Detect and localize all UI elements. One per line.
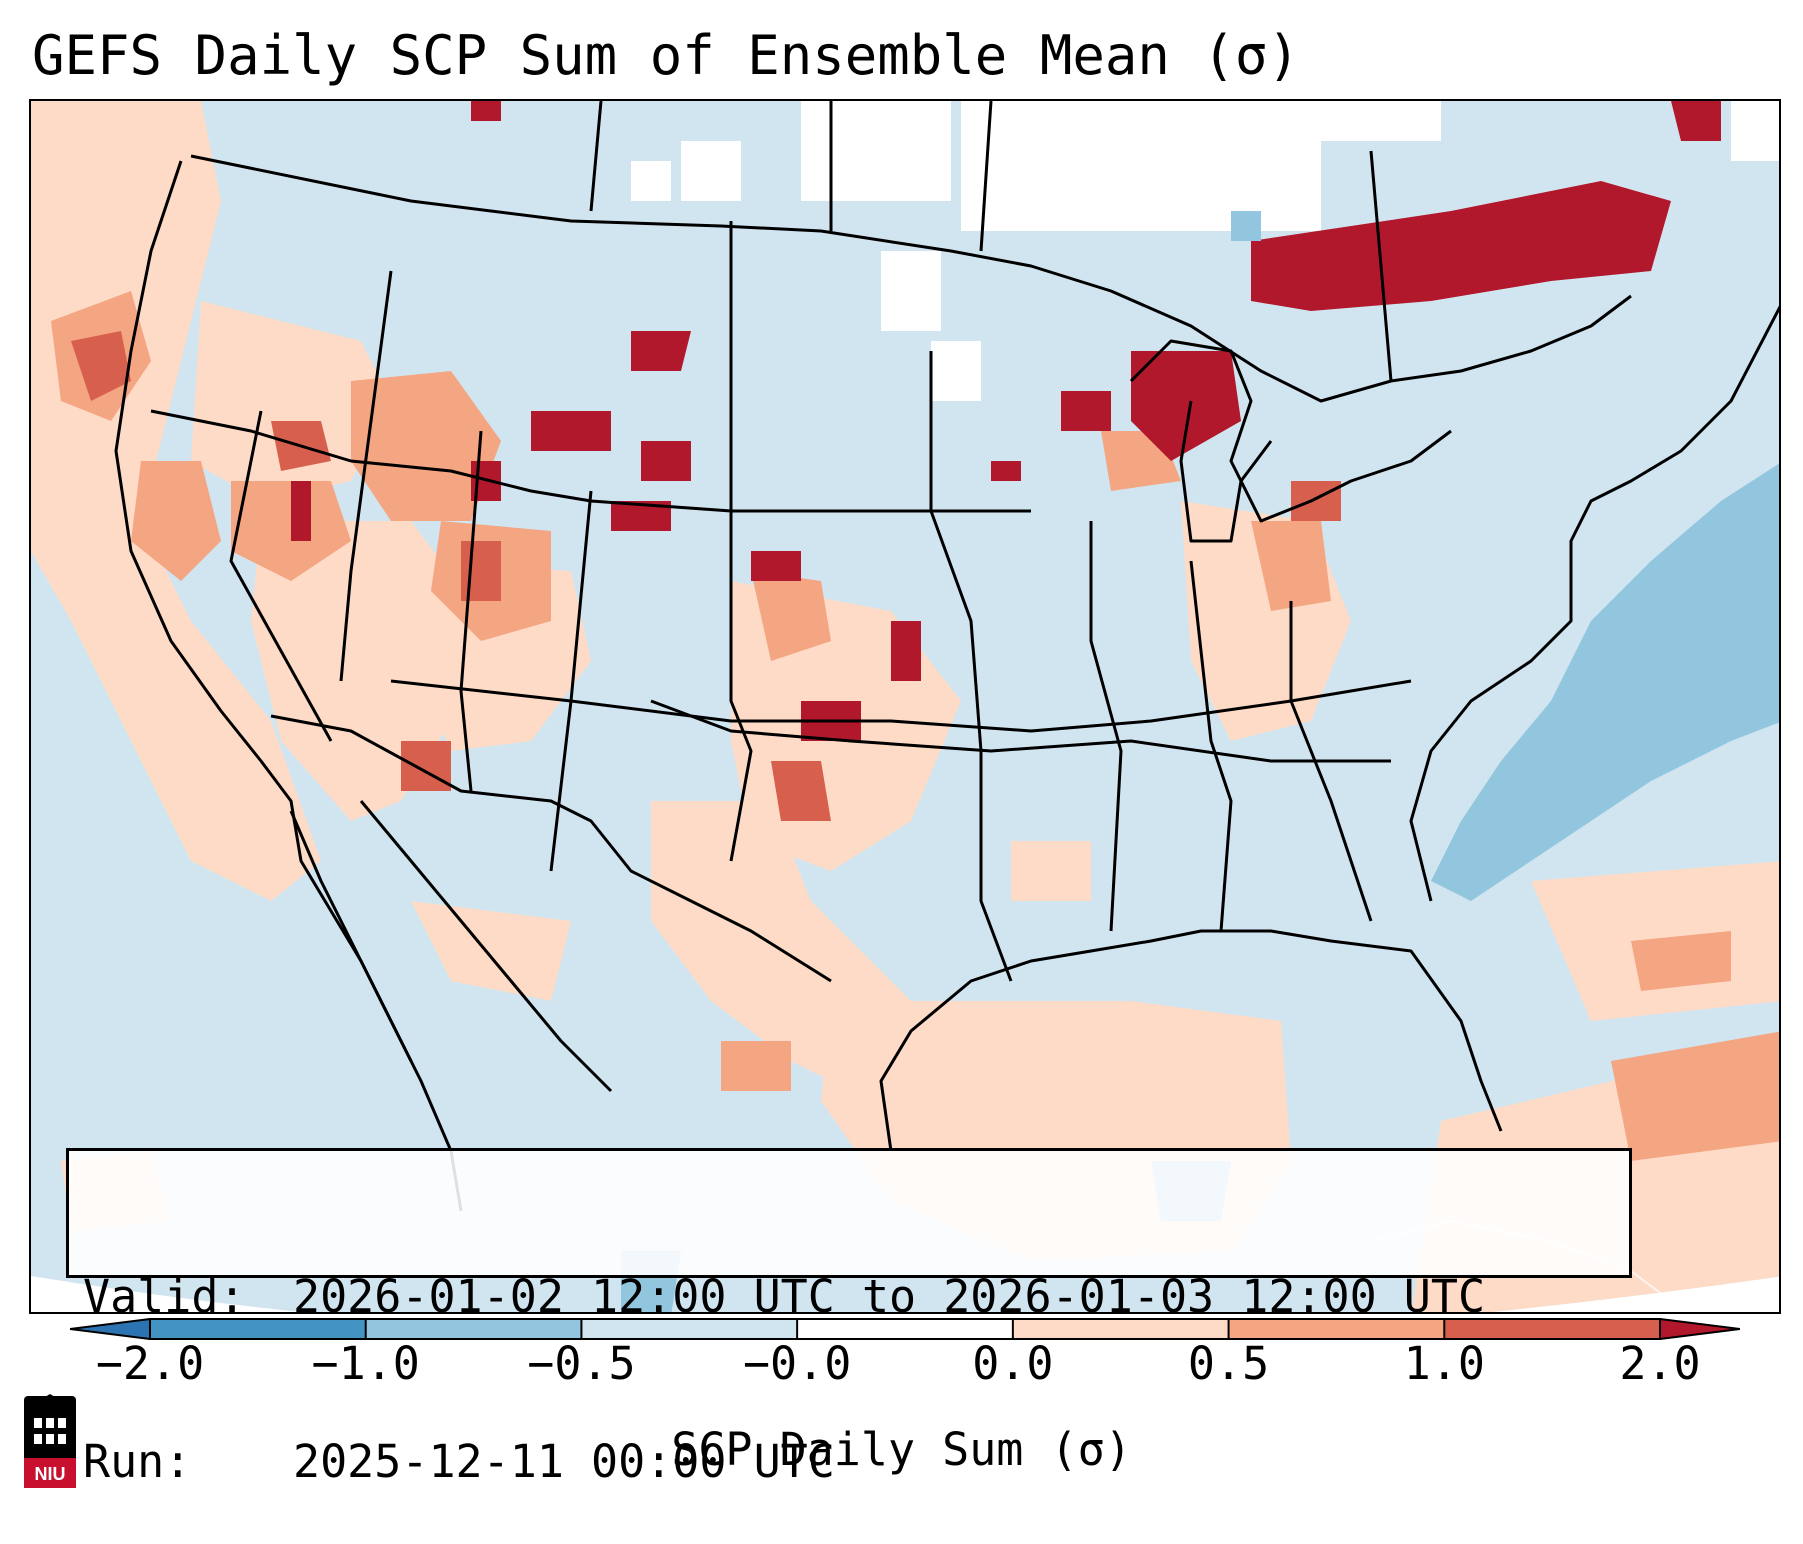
atlantic-coast — [1409, 300, 1779, 902]
colorbar-ticks: −2.0 −1.0 −0.5 −0.0 0.0 0.5 1.0 2.0 — [0, 1334, 1803, 1394]
canada-provinces — [589, 101, 1393, 382]
niu-logo: NIU — [24, 1394, 76, 1488]
coastlines-and-borders — [114, 101, 1779, 1212]
map-canvas — [31, 101, 1779, 1312]
colorbar-tick-label: 2.0 — [1619, 1337, 1701, 1390]
valid-row: Valid: 2026-01-02 12:00 UTC to 2026-01-03… — [83, 1269, 1615, 1324]
colorbar-segment — [150, 1319, 367, 1339]
colorbar-segment — [581, 1319, 798, 1339]
great-lakes — [1129, 339, 1452, 523]
logo-text: NIU — [35, 1464, 66, 1484]
state-lines-mid — [390, 679, 1412, 733]
vertical-lines-4 — [549, 490, 593, 872]
us-canada-border — [190, 154, 1632, 403]
colorbar-tick-label: −0.0 — [742, 1337, 852, 1390]
colorbar-segments — [70, 1318, 1740, 1340]
valid-value: 2026-01-02 12:00 UTC to 2026-01-03 12:00… — [293, 1270, 1486, 1323]
mexico-west — [359, 800, 613, 1093]
gulf-coast — [879, 929, 1503, 1152]
colorbar-segment — [1444, 1319, 1661, 1339]
logo-banner — [24, 1458, 76, 1488]
scp-field — [31, 101, 1779, 1312]
valid-run-info-box: Valid: 2026-01-02 12:00 UTC to 2026-01-03… — [66, 1148, 1632, 1488]
logo-windows — [34, 1418, 66, 1444]
run-value: 2025-12-11 00:00 UTC — [293, 1435, 835, 1488]
colorbar-outline — [149, 1318, 1661, 1340]
state-lines-west — [150, 409, 1031, 513]
vertical-lines-1 — [229, 410, 333, 742]
colorbar-label: SCP Daily Sum (σ) — [671, 1423, 1132, 1476]
colorbar-segment — [1012, 1319, 1230, 1339]
vertical-lines-2 — [339, 270, 393, 682]
colorbar-tick-label: −1.0 — [311, 1337, 420, 1390]
state-lines-south — [650, 699, 1391, 763]
michigan — [1179, 400, 1273, 543]
colorbar-tick-label: 0.0 — [972, 1337, 1054, 1390]
colorbar-segment — [1228, 1319, 1445, 1339]
vertical-lines-3 — [459, 430, 483, 792]
run-label: Run: — [83, 1435, 192, 1488]
vertical-lines-5 — [729, 221, 753, 862]
mexico-border — [270, 714, 832, 983]
highest-positive-areas — [291, 101, 1721, 741]
logo-roof — [30, 1394, 70, 1406]
colorbar — [70, 1318, 1740, 1340]
colorbar-tick-label: −0.5 — [527, 1337, 636, 1390]
colorbar-segment — [797, 1319, 1014, 1339]
vertical-lines-9 — [1289, 601, 1373, 922]
near-zero-areas — [631, 101, 1779, 401]
valid-label: Valid: — [83, 1270, 246, 1323]
map-panel — [29, 99, 1781, 1314]
colorbar-tick-label: −2.0 — [95, 1337, 205, 1390]
vertical-lines-6 — [929, 351, 1013, 982]
colorbar-segment — [365, 1319, 582, 1339]
colorbar-tick-label: 0.5 — [1187, 1337, 1270, 1390]
chart-title: GEFS Daily SCP Sum of Ensemble Mean (σ) — [32, 24, 1300, 87]
baja-peninsula — [289, 810, 413, 1062]
vertical-lines-8 — [1189, 560, 1233, 932]
vertical-lines-7 — [1089, 521, 1123, 932]
run-row: Run: 2025-12-11 00:00 UTC — [83, 1434, 1615, 1489]
colorbar-tick-label: 1.0 — [1403, 1337, 1485, 1390]
